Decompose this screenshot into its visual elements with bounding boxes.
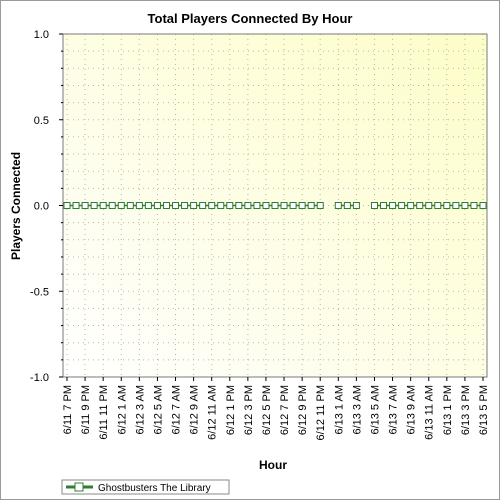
legend-series-label: Ghostbusters The Library: [98, 483, 211, 494]
data-point: [307, 202, 315, 209]
data-point: [235, 202, 243, 209]
x-tick-label: 6/12 7 PM: [279, 385, 291, 435]
x-tick-label: 6/12 3 PM: [243, 385, 255, 435]
chart-title: Total Players Connected By Hour: [148, 11, 353, 26]
x-tick-label: 6/12 5 PM: [261, 385, 273, 435]
data-point: [479, 202, 487, 209]
x-tick-label: 6/13 5 PM: [478, 385, 490, 435]
data-point: [334, 202, 342, 209]
data-point: [153, 202, 161, 209]
data-point: [343, 202, 351, 209]
data-point: [172, 202, 180, 209]
x-tick-label: 6/13 9 AM: [406, 385, 418, 435]
x-tick-label: 6/12 1 AM: [116, 385, 128, 435]
data-point: [99, 202, 107, 209]
data-point: [461, 202, 469, 209]
data-point: [380, 202, 388, 209]
data-point: [298, 202, 306, 209]
x-tick-label: 6/11 11 PM: [98, 385, 110, 440]
data-point: [244, 202, 252, 209]
data-point: [316, 202, 324, 209]
data-point: [434, 202, 442, 209]
data-point: [253, 202, 261, 209]
y-tick-label: 1.0: [34, 29, 49, 41]
data-point: [181, 202, 189, 209]
x-tick-label: 6/13 7 AM: [388, 385, 400, 435]
data-point: [452, 202, 460, 209]
data-point: [443, 202, 451, 209]
data-point: [135, 202, 143, 209]
x-tick-label: 6/13 11 AM: [424, 385, 436, 440]
data-point: [217, 202, 225, 209]
data-point: [90, 202, 98, 209]
y-tick-label: 0.0: [34, 201, 49, 213]
data-point: [470, 202, 478, 209]
x-tick-label: 6/12 9 AM: [189, 385, 201, 435]
data-point: [262, 202, 270, 209]
x-tick-label: 6/12 1 PM: [225, 385, 237, 435]
data-point: [289, 202, 297, 209]
data-point: [208, 202, 216, 209]
y-tick-label: 0.5: [34, 115, 49, 127]
x-axis-label: Hour: [259, 458, 287, 472]
data-point: [352, 202, 360, 209]
data-point: [108, 202, 116, 209]
axes: [59, 33, 488, 381]
x-tick-label: 6/13 3 PM: [460, 385, 472, 435]
x-tick-label: 6/11 9 PM: [80, 385, 92, 434]
x-tick-label: 6/11 7 PM: [62, 385, 74, 434]
y-tick-labels: 1.0 0.5 0.0 -0.5 -1.0: [30, 29, 49, 384]
x-tick-label: 6/12 9 PM: [297, 385, 309, 435]
y-axis-label: Players Connected: [9, 152, 23, 260]
data-point: [398, 202, 406, 209]
x-tick-label: 6/12 3 AM: [134, 385, 146, 435]
data-point: [416, 202, 424, 209]
data-point: [117, 202, 125, 209]
x-tick-label: 6/12 11 AM: [207, 385, 219, 440]
data-point: [126, 202, 134, 209]
series-layer: [63, 202, 487, 209]
x-tick-label: 6/13 1 AM: [333, 385, 345, 435]
data-point: [144, 202, 152, 209]
y-tick-label: -0.5: [30, 286, 49, 298]
x-tick-label: 6/13 5 AM: [369, 385, 381, 435]
legend: Ghostbusters The Library: [61, 479, 230, 495]
x-tick-label: 6/12 11 PM: [315, 385, 327, 440]
data-point: [190, 202, 198, 209]
x-tick-label: 6/13 3 AM: [351, 385, 363, 435]
legend-series-marker: [74, 482, 84, 492]
data-point: [226, 202, 234, 209]
y-tick-label: -1.0: [30, 372, 49, 384]
x-tick-label: 6/13 1 PM: [442, 385, 454, 435]
data-point: [63, 202, 71, 209]
data-point: [199, 202, 207, 209]
data-point: [72, 202, 80, 209]
x-tick-label: 6/12 7 AM: [171, 385, 183, 435]
x-tick-labels: 6/11 7 PM 6/11 9 PM 6/11 11 PM 6/12 1 AM 6/1…: [62, 385, 490, 440]
data-point: [370, 202, 378, 209]
data-point: [389, 202, 397, 209]
data-point: [425, 202, 433, 209]
data-point: [271, 202, 279, 209]
data-point: [407, 202, 415, 209]
data-point: [81, 202, 89, 209]
x-tick-label: 6/12 5 AM: [152, 385, 164, 435]
data-point: [280, 202, 288, 209]
data-point: [162, 202, 170, 209]
legend-box: [61, 479, 230, 495]
